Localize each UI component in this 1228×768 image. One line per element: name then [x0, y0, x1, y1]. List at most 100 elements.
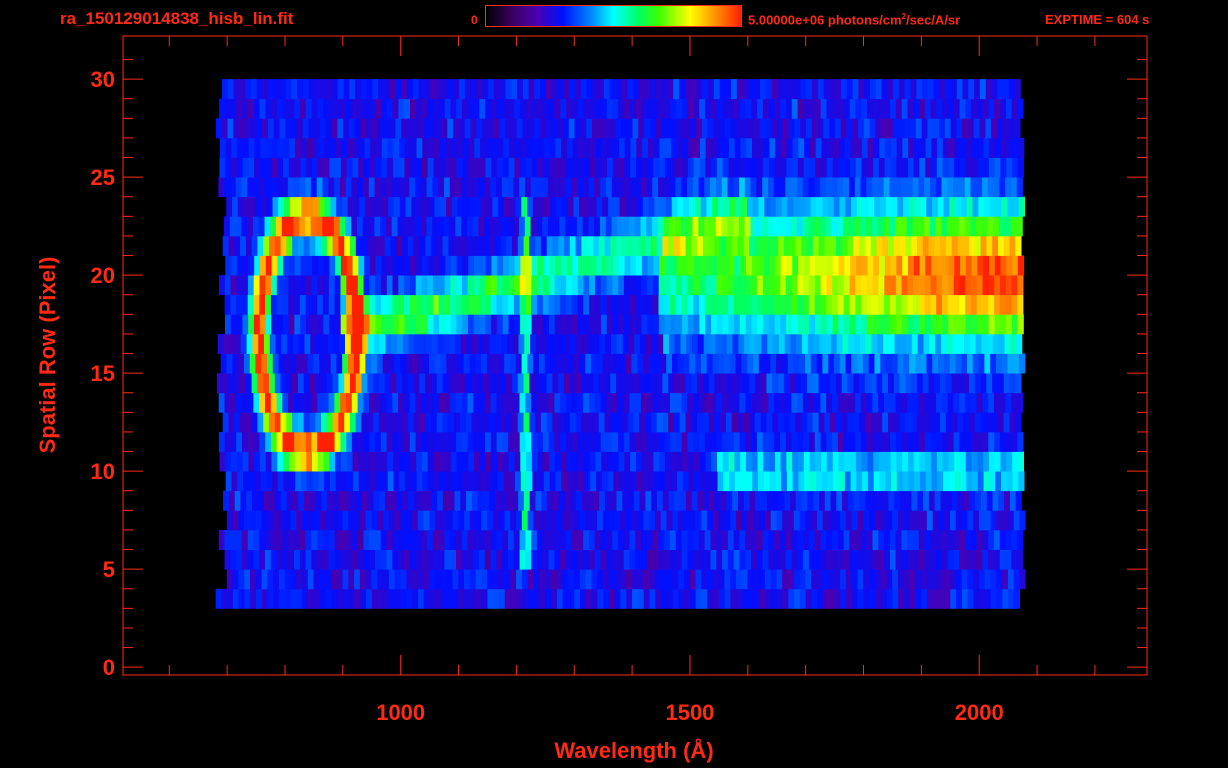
heatmap-cell: [896, 157, 903, 178]
heatmap-cell: [932, 510, 939, 531]
heatmap-cell: [338, 490, 345, 511]
heatmap-cell: [246, 333, 253, 354]
heatmap-cell: [833, 137, 840, 158]
heatmap-cell: [598, 79, 605, 100]
heatmap-cell: [883, 177, 890, 198]
heatmap-cell: [912, 216, 919, 237]
heatmap-cell: [980, 373, 987, 394]
heatmap-cell: [717, 451, 724, 472]
heatmap-cell: [813, 490, 820, 511]
heatmap-cell: [387, 157, 394, 178]
heatmap-cell: [751, 451, 758, 472]
heatmap-cell: [1008, 588, 1015, 609]
heatmap-cell: [664, 314, 671, 335]
heatmap-cell: [218, 530, 225, 550]
heatmap-cell: [745, 451, 753, 472]
heatmap-cell: [628, 216, 636, 237]
heatmap-cell: [227, 118, 234, 139]
heatmap-cell: [944, 118, 952, 139]
heatmap-cell: [377, 569, 384, 590]
heatmap-cell: [722, 549, 729, 570]
heatmap-cell: [936, 314, 943, 335]
heatmap-cell: [563, 118, 570, 139]
heatmap-cell: [701, 118, 709, 139]
heatmap-cell: [877, 333, 884, 354]
heatmap-cell: [942, 451, 949, 472]
heatmap-cell: [830, 373, 837, 394]
heatmap-cell: [982, 177, 989, 198]
heatmap-cell: [547, 490, 554, 511]
heatmap-cell: [329, 255, 336, 276]
heatmap-cell: [462, 157, 469, 178]
heatmap-cell: [571, 549, 578, 570]
heatmap-cell: [727, 549, 735, 570]
heatmap-cell: [413, 412, 420, 433]
heatmap-cell: [624, 471, 632, 492]
heatmap-cell: [629, 530, 636, 550]
heatmap-cell: [339, 333, 346, 354]
heatmap-cell: [410, 157, 417, 178]
heatmap-cell: [370, 255, 377, 276]
heatmap-cell: [836, 235, 843, 256]
heatmap-cell: [930, 549, 937, 570]
heatmap-cell: [974, 412, 981, 433]
heatmap-cell: [380, 392, 387, 413]
heatmap-cell: [704, 177, 711, 198]
heatmap-cell: [786, 451, 793, 472]
heatmap-cell: [788, 510, 795, 531]
heatmap-cell: [552, 235, 559, 256]
heatmap-cell: [427, 98, 434, 119]
heatmap-cell: [816, 353, 823, 374]
heatmap-cell: [953, 392, 960, 413]
heatmap-cell: [290, 353, 297, 374]
heatmap-cell: [765, 79, 772, 100]
heatmap-cell: [772, 373, 779, 394]
heatmap-cell: [870, 412, 877, 433]
heatmap-cell: [276, 549, 283, 570]
heatmap-cell: [307, 196, 314, 217]
heatmap-cell: [345, 177, 352, 198]
heatmap-cell: [892, 510, 899, 531]
heatmap-cell: [743, 235, 750, 256]
heatmap-cell: [288, 530, 295, 550]
heatmap-cell: [990, 588, 997, 609]
heatmap-cell: [692, 216, 699, 237]
heatmap-cell: [582, 333, 589, 354]
heatmap-cell: [637, 588, 645, 609]
heatmap-cell: [905, 373, 912, 394]
heatmap-cell: [255, 353, 262, 374]
heatmap-cell: [632, 79, 639, 100]
heatmap-cell: [519, 530, 526, 550]
heatmap-cell: [553, 333, 560, 354]
heatmap-cell: [1000, 98, 1007, 119]
heatmap-cell: [253, 392, 260, 413]
heatmap-cell: [272, 196, 279, 217]
heatmap-cell: [769, 157, 776, 178]
heatmap-cell: [230, 392, 237, 413]
heatmap-cell: [560, 98, 567, 119]
heatmap-cell: [706, 353, 713, 374]
heatmap-cell: [656, 235, 663, 256]
heatmap-cell: [803, 549, 810, 570]
heatmap-cell: [826, 98, 833, 119]
heatmap-cell: [697, 235, 704, 256]
heatmap-cell: [468, 255, 475, 276]
heatmap-cell: [535, 235, 542, 256]
heatmap-cell: [253, 294, 260, 315]
heatmap-cell: [930, 392, 937, 413]
heatmap-cell: [617, 392, 625, 413]
heatmap-cell: [741, 569, 748, 590]
heatmap-cell: [462, 275, 469, 296]
heatmap-cell: [965, 157, 972, 178]
heatmap-cell: [893, 373, 900, 394]
heatmap-cell: [572, 471, 580, 492]
heatmap-cell: [779, 549, 787, 570]
heatmap-cell: [811, 588, 818, 609]
heatmap-cell: [912, 392, 920, 413]
heatmap-cell: [681, 275, 688, 296]
heatmap-cell: [549, 314, 556, 335]
heatmap-cell: [932, 569, 939, 590]
heatmap-cell: [844, 314, 851, 335]
heatmap-cell: [653, 314, 660, 335]
heatmap-cell: [630, 451, 637, 472]
